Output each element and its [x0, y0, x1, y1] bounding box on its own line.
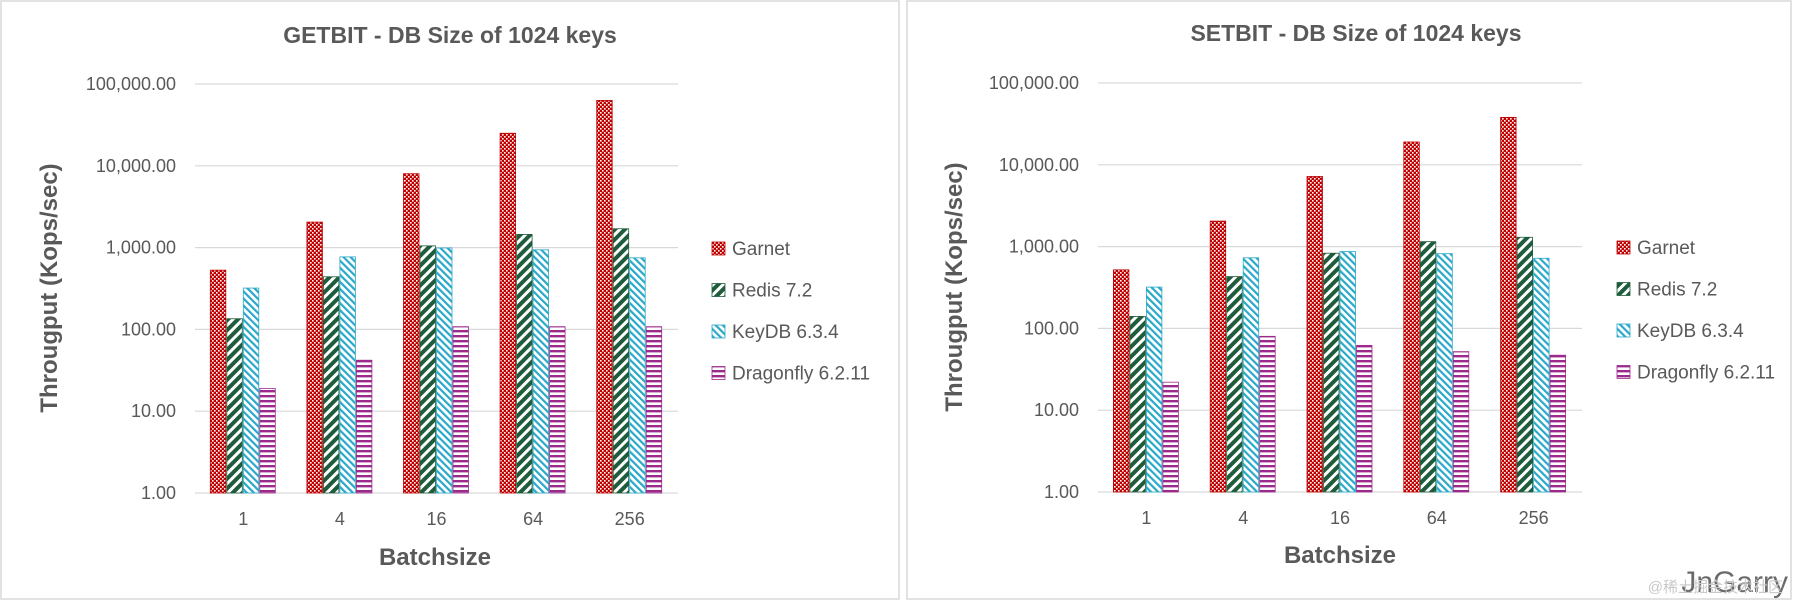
- bars: [1113, 116, 1566, 493]
- bar-redis-7-2-1: [226, 318, 243, 494]
- bar-keydb-6-3-4-1: [242, 287, 260, 494]
- bar-garnet-256: [1500, 116, 1517, 493]
- bar-dragonfly-6-2-11-64: [549, 326, 566, 494]
- y-tick-label: 1,000.00: [106, 238, 176, 258]
- legend-label: Dragonfly 6.2.11: [732, 364, 870, 385]
- y-axis-title: Througput (Kops/sec): [36, 163, 63, 412]
- y-axis-title: Througput (Kops/sec): [941, 162, 968, 411]
- x-tick-label: 256: [1519, 508, 1549, 528]
- bar-redis-7-2-64: [1419, 241, 1437, 493]
- bar-redis-7-2-1: [1129, 316, 1146, 493]
- x-tick-label: 16: [1330, 508, 1350, 528]
- x-tick-labels: 1 4 16 64 256: [1141, 508, 1548, 528]
- y-tick-labels: 1.00 10.00 100.00 1,000.00 10,000.00 100,000.…: [86, 74, 176, 503]
- y-tick-label: 100,000.00: [86, 74, 176, 94]
- y-tick-label: 10,000.00: [999, 155, 1079, 175]
- legend-label: Redis 7.2: [1637, 280, 1717, 301]
- legend-swatch: [1616, 282, 1631, 296]
- bar-redis-7-2-64: [516, 234, 533, 494]
- bar-keydb-6-3-4-256: [629, 257, 646, 494]
- y-tick-label: 10,000.00: [96, 156, 176, 176]
- legend: Garnet Redis 7.2 KeyDB 6.3.4 Dragonfly 6.2.…: [1616, 238, 1775, 384]
- bars: [209, 100, 663, 494]
- bar-keydb-6-3-4-4: [339, 256, 356, 494]
- y-tick-label: 10.00: [131, 401, 176, 421]
- bar-dragonfly-6-2-11-1: [1162, 381, 1179, 493]
- legend-swatch: [711, 324, 726, 339]
- bar-redis-7-2-16: [1323, 252, 1340, 493]
- bar-dragonfly-6-2-11-64: [1452, 351, 1470, 493]
- bar-keydb-6-3-4-4: [1242, 257, 1260, 493]
- y-tick-label: 100.00: [1024, 318, 1079, 338]
- x-tick-label: 1: [1141, 508, 1151, 528]
- watermark-source: @稀土掘金技术社区: [1648, 579, 1783, 596]
- bar-dragonfly-6-2-11-4: [355, 359, 373, 494]
- bar-garnet-256: [596, 100, 613, 494]
- bar-dragonfly-6-2-11-256: [645, 326, 663, 494]
- legend-label: KeyDB 6.3.4: [732, 322, 839, 343]
- bar-dragonfly-6-2-11-4: [1259, 335, 1276, 493]
- bar-redis-7-2-4: [322, 276, 340, 494]
- x-tick-labels: 1 4 16 64 256: [238, 509, 644, 529]
- bar-dragonfly-6-2-11-16: [452, 326, 469, 494]
- y-tick-label: 1.00: [141, 483, 176, 503]
- bar-garnet-4: [306, 221, 323, 494]
- y-tick-label: 100,000.00: [989, 73, 1079, 93]
- watermark-author: JnGarry: [1681, 566, 1788, 599]
- legend-swatch: [1616, 323, 1631, 338]
- y-tick-label: 1.00: [1044, 482, 1079, 502]
- legend-swatch: [711, 241, 726, 256]
- bar-garnet-4: [1209, 220, 1227, 493]
- legend-swatch: [711, 283, 726, 297]
- legend-label: Redis 7.2: [732, 281, 812, 302]
- bar-dragonfly-6-2-11-256: [1549, 354, 1566, 493]
- legend-swatch: [1616, 240, 1631, 255]
- x-tick-label: 16: [426, 509, 446, 529]
- legend-label: Garnet: [732, 239, 791, 260]
- bar-dragonfly-6-2-11-16: [1356, 344, 1373, 493]
- setbit-chart-panel: SETBIT - DB Size of 1024 keys Througput …: [906, 0, 1792, 600]
- y-tick-label: 1,000.00: [1009, 237, 1079, 257]
- getbit-chart-panel: GETBIT - DB Size of 1024 keys Througput …: [0, 0, 900, 600]
- bar-garnet-1: [1113, 269, 1130, 493]
- bar-garnet-16: [403, 173, 420, 494]
- bar-redis-7-2-256: [612, 228, 630, 494]
- x-tick-label: 4: [1238, 508, 1248, 528]
- chart-title: SETBIT - DB Size of 1024 keys: [1190, 20, 1521, 46]
- bar-keydb-6-3-4-256: [1533, 257, 1550, 493]
- legend: Garnet Redis 7.2 KeyDB 6.3.4 Dragonfly 6.2.…: [711, 239, 870, 385]
- x-tick-label: 256: [615, 509, 645, 529]
- bar-keydb-6-3-4-16: [1339, 251, 1356, 493]
- x-tick-label: 64: [1427, 508, 1447, 528]
- x-axis-title: Batchsize: [1284, 542, 1396, 569]
- bar-keydb-6-3-4-64: [1436, 253, 1453, 493]
- legend-label: KeyDB 6.3.4: [1637, 321, 1744, 342]
- legend-swatch: [711, 366, 726, 380]
- bar-garnet-64: [1403, 141, 1420, 493]
- bar-dragonfly-6-2-11-1: [259, 387, 276, 494]
- chart-title: GETBIT - DB Size of 1024 keys: [283, 22, 617, 48]
- legend-label: Dragonfly 6.2.11: [1637, 363, 1775, 384]
- x-tick-label: 64: [523, 509, 543, 529]
- bar-garnet-1: [209, 269, 227, 494]
- x-tick-label: 1: [238, 509, 248, 529]
- bar-garnet-64: [499, 132, 517, 494]
- bar-keydb-6-3-4-1: [1146, 286, 1163, 493]
- x-axis-title: Batchsize: [379, 544, 491, 571]
- bar-keydb-6-3-4-64: [532, 249, 549, 494]
- legend-label: Garnet: [1637, 238, 1696, 259]
- y-tick-labels: 1.00 10.00 100.00 1,000.00 10,000.00 100,000.…: [989, 73, 1079, 502]
- bar-redis-7-2-4: [1226, 276, 1243, 493]
- bar-keydb-6-3-4-16: [436, 247, 453, 494]
- x-tick-label: 4: [335, 509, 345, 529]
- legend-swatch: [1616, 365, 1631, 379]
- y-tick-label: 100.00: [121, 319, 176, 339]
- y-tick-label: 10.00: [1034, 400, 1079, 420]
- bar-redis-7-2-256: [1516, 236, 1533, 493]
- bar-garnet-16: [1306, 176, 1323, 493]
- bar-redis-7-2-16: [419, 245, 436, 494]
